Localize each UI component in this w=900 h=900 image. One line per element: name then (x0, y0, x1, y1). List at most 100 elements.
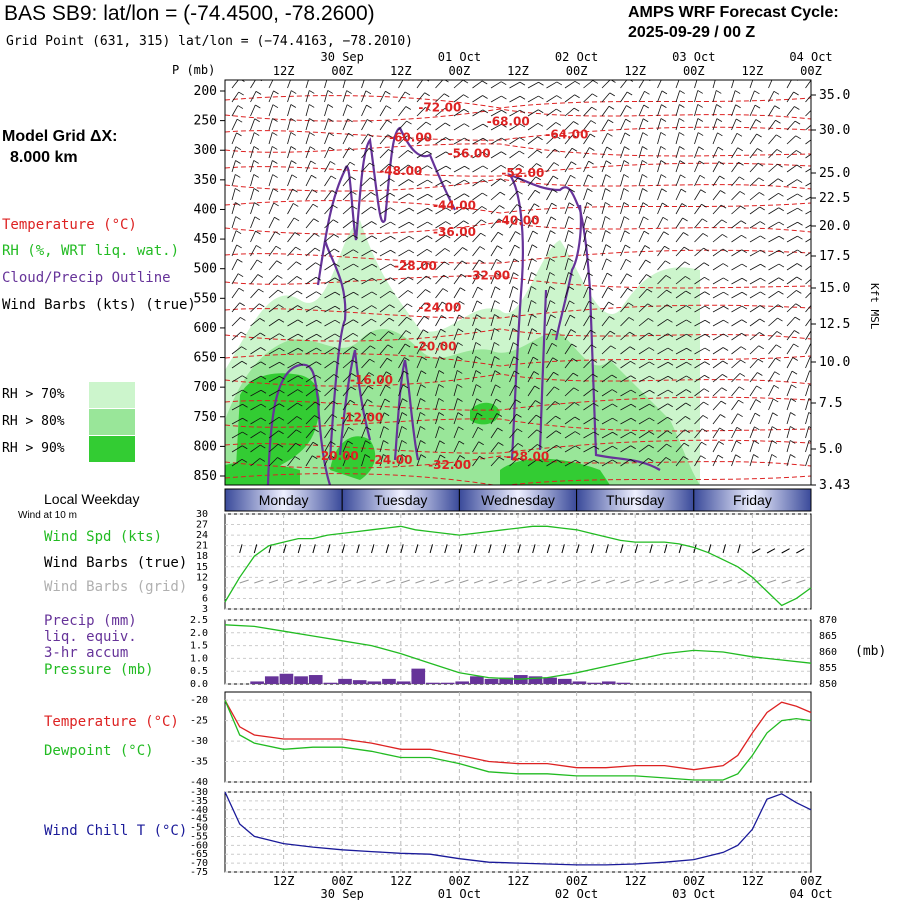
wind-barb-shaft (564, 286, 570, 299)
wind-barb-shaft (231, 346, 242, 355)
wind-barb-shaft (712, 104, 717, 117)
wind-barb-flag (290, 146, 297, 150)
wind-barb-shaft (472, 314, 477, 327)
grid-wind-barb (693, 579, 703, 584)
wind-barb-shaft (805, 454, 810, 467)
wind-barb-flag (667, 416, 673, 421)
wind-barb-flag (425, 121, 432, 126)
wind-barb-flag (445, 179, 452, 184)
wind-barb-shaft (731, 80, 735, 89)
wind-barb-shaft (435, 151, 447, 159)
wind-barb-shaft (546, 386, 555, 397)
wind-barb-shaft (546, 459, 557, 467)
pressure-tick-label: 550 (194, 291, 217, 306)
grid-wind-barb (708, 579, 718, 584)
wind-barb-flag (791, 370, 798, 375)
wind-barb-flag (679, 104, 685, 108)
wind-barb-shaft (768, 412, 773, 425)
wind-barb-flag (365, 426, 372, 431)
grid-wind-barb (327, 579, 337, 584)
wind-barb-shaft (749, 119, 757, 131)
wind-barb-shaft (453, 426, 459, 439)
wind-barb-shaft (342, 161, 351, 173)
wind-barb-flag (648, 431, 655, 435)
wind-barb-flag (390, 277, 396, 282)
wind-barb-flag (536, 149, 543, 154)
wind-barb-shaft (694, 218, 703, 229)
wind-barb-shaft (694, 189, 702, 201)
wind-barb-flag (661, 104, 667, 108)
wind-barb-shaft (268, 457, 278, 467)
wind-barb-shaft (361, 162, 370, 173)
wind-barb-shaft (786, 426, 791, 439)
wind-barb-flag (795, 135, 801, 140)
wind-barb-shaft (731, 249, 742, 257)
wind-barb-flag (260, 375, 267, 380)
wind-barb-shaft (694, 333, 706, 341)
wind-barb-flag (327, 90, 333, 94)
wind-barb-shaft (398, 384, 404, 397)
wind-barb-flag (351, 191, 357, 195)
wind-barb-flag (481, 219, 487, 224)
windchill-panel-ytick: -75 (190, 867, 208, 878)
wind-barb-shaft (268, 245, 277, 257)
wind-barb-shaft (638, 216, 644, 229)
wind-barb-flag (333, 234, 339, 238)
precip-bar (396, 681, 411, 684)
wind-barb-shaft (583, 244, 588, 257)
windchill-panel-ytick: -30 (190, 787, 208, 798)
wind-barb-flag (683, 442, 690, 447)
wind-barb-shaft (546, 357, 554, 369)
wind-barb-flag (549, 300, 556, 304)
wind-barb-flag (253, 146, 260, 150)
wind-barb-flag (390, 263, 396, 268)
temperature-contour-label: -48.00 (379, 164, 422, 178)
wind-barb-shaft (509, 164, 520, 173)
wind-barb-flag (445, 207, 452, 212)
temperature-contour-label: -72.00 (418, 101, 461, 115)
wind-barb-shaft (786, 193, 798, 201)
wind-barb-shaft (638, 91, 645, 103)
wind-barb-shaft (324, 360, 335, 369)
wind-barb-shaft (379, 331, 389, 341)
wind-barb-flag (549, 272, 555, 276)
wind-barb-shaft (250, 458, 261, 467)
wind-barb-shaft (731, 277, 743, 285)
wind-barb-shaft (694, 428, 703, 439)
wind-barb-flag (771, 440, 778, 444)
wind-barb-shaft (379, 398, 386, 411)
wind-barb-flag (531, 258, 537, 262)
wind-barb-flag (297, 290, 303, 295)
wind-barb-flag (556, 95, 562, 99)
wind-barb-flag (723, 319, 729, 324)
grid-wind-barb (400, 579, 410, 584)
wind-barb-shaft (694, 388, 705, 397)
wind-barb-shaft (712, 400, 722, 411)
wind-barb-flag (737, 413, 743, 418)
wind-barb-flag (716, 118, 723, 122)
surface-wind-barb (488, 544, 492, 554)
precip-panel-ytick: 1.5 (190, 641, 208, 652)
wind-barb-flag (279, 375, 285, 380)
wind-barb-flag (441, 301, 448, 306)
wind-barb-shaft (361, 221, 372, 229)
wind-barb-shaft (620, 288, 628, 299)
wind-barb-shaft (564, 358, 573, 369)
precip-bar (294, 676, 308, 684)
wind-barb-shaft (250, 444, 261, 453)
wind-barb-flag (759, 305, 766, 309)
wind-barb-flag (702, 415, 709, 419)
wind-barb-shaft (509, 150, 520, 159)
wind-barb-shaft (527, 230, 534, 243)
wind-barb-shaft (472, 123, 484, 131)
wind-barb-shaft (564, 121, 574, 131)
wind-barb-flag (444, 108, 450, 112)
wind-barb-flag (235, 202, 241, 206)
wind-barb-shaft (657, 403, 668, 411)
wind-barb-flag (441, 315, 447, 319)
wind-barb-flag (349, 161, 356, 166)
wind-barb-shaft (268, 188, 274, 201)
wind-barb-flag (642, 132, 648, 136)
wind-barb-flag (735, 454, 741, 459)
temperature-contour-label: -32.00 (428, 458, 471, 472)
